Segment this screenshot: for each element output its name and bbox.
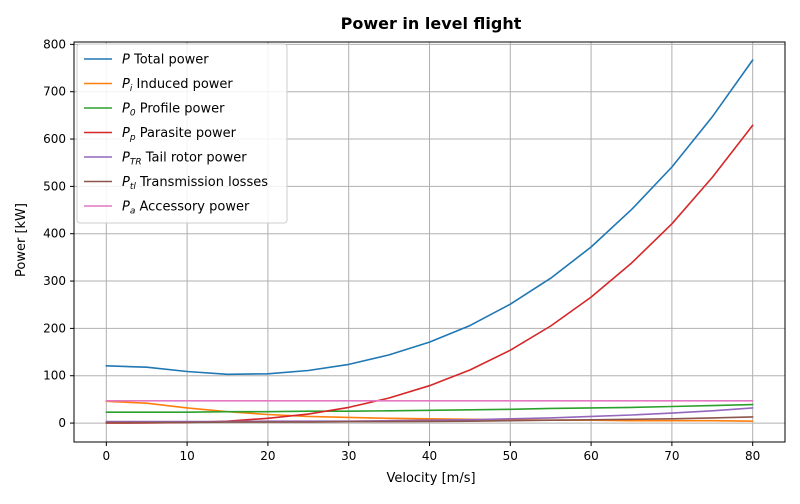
y-tick-label: 0 (58, 416, 66, 430)
x-tick-label: 40 (422, 449, 437, 463)
y-tick-label: 300 (43, 274, 66, 288)
x-axis-label: Velocity [m/s] (386, 471, 475, 486)
x-tick-label: 60 (583, 449, 598, 463)
x-tick-label: 30 (341, 449, 356, 463)
chart-title: Power in level flight (341, 14, 522, 33)
series-lines (105, 59, 754, 424)
x-tick-label: 10 (179, 449, 194, 463)
y-tick-label: 800 (43, 37, 66, 51)
series-line-0 (105, 59, 754, 376)
legend-label: Pi Induced power (122, 77, 233, 94)
legend-label: P Total power (122, 53, 209, 68)
y-tick-label: 400 (43, 227, 66, 241)
x-axis: 0 10 20 30 40 50 60 70 80 (102, 442, 760, 463)
x-tick-label: 0 (102, 449, 110, 463)
legend-label: Pa Accessory power (122, 200, 250, 217)
series-line-5 (105, 416, 754, 424)
legend-box (76, 43, 288, 224)
y-tick-label: 100 (43, 369, 66, 383)
legend-label: PTR Tail rotor power (122, 151, 247, 168)
y-axis-label: Power [kW] (14, 203, 29, 277)
y-axis: 0 100 200 300 400 500 600 700 800 (43, 37, 74, 430)
y-tick-label: 600 (43, 132, 66, 146)
y-tick-label: 500 (43, 179, 66, 193)
legend-label: P0 Profile power (122, 102, 225, 119)
legend-label: Pp Parasite power (122, 126, 237, 143)
x-tick-label: 80 (745, 449, 760, 463)
y-tick-label: 700 (43, 85, 66, 99)
x-tick-label: 20 (260, 449, 275, 463)
legend: P Total power Pi Induced power P0 Profile … (76, 43, 288, 224)
x-tick-label: 70 (664, 449, 679, 463)
y-tick-label: 200 (43, 321, 66, 335)
x-tick-label: 50 (503, 449, 518, 463)
series-line-2 (105, 403, 754, 414)
series-line-1 (105, 400, 754, 423)
legend-label: Ptl Transmission losses (122, 175, 268, 192)
